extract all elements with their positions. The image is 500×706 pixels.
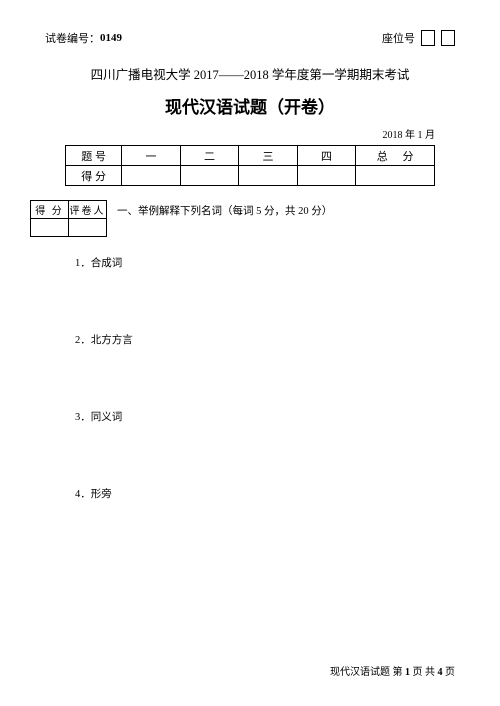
score-cell — [122, 166, 181, 186]
header-row: 试卷编号： 0149 座位号 — [45, 30, 455, 46]
score-cell — [297, 166, 356, 186]
score-cell — [239, 166, 298, 186]
question-3: 3．同义词 — [75, 409, 455, 424]
score-header-cell: 总 分 — [356, 146, 435, 166]
section-1-header: 得 分 评卷人 一、举例解释下列名词（每词 5 分，共 20 分） — [30, 200, 455, 237]
mini-cell — [31, 219, 69, 237]
paper-label: 试卷编号： — [45, 30, 100, 46]
score-header-cell: 题 号 — [66, 146, 122, 166]
seat-block: 座位号 — [382, 30, 455, 46]
grader-table: 得 分 评卷人 — [30, 200, 107, 237]
seat-box-1 — [421, 30, 435, 46]
paper-number-block: 试卷编号： 0149 — [45, 30, 122, 46]
section-1-title: 一、举例解释下列名词（每词 5 分，共 20 分） — [117, 200, 332, 218]
footer-suffix: 页 — [443, 667, 456, 678]
university-line: 四川广播电视大学 2017——2018 学年度第一学期期末考试 — [45, 64, 455, 83]
score-table: 题 号 一 二 三 四 总 分 得 分 — [65, 145, 435, 186]
question-1: 1．合成词 — [75, 255, 455, 270]
page-footer: 现代汉语试题 第 1 页 共 4 页 — [330, 663, 455, 678]
score-row-label: 得 分 — [66, 166, 122, 186]
seat-label: 座位号 — [382, 30, 415, 46]
score-cell — [356, 166, 435, 186]
footer-mid: 页 共 — [410, 667, 438, 678]
seat-box-2 — [441, 30, 455, 46]
paper-number: 0149 — [100, 32, 122, 44]
mini-header-grader: 评卷人 — [69, 201, 107, 219]
exam-title: 现代汉语试题（开卷） — [45, 93, 455, 118]
score-header-cell: 一 — [122, 146, 181, 166]
mini-cell — [69, 219, 107, 237]
footer-prefix: 现代汉语试题 第 — [330, 667, 405, 678]
score-header-cell: 四 — [297, 146, 356, 166]
question-2: 2．北方方言 — [75, 332, 455, 347]
question-4: 4．形旁 — [75, 486, 455, 501]
exam-date: 2018 年 1 月 — [45, 126, 455, 141]
mini-header-score: 得 分 — [31, 201, 69, 219]
score-header-cell: 二 — [180, 146, 239, 166]
score-cell — [180, 166, 239, 186]
score-header-cell: 三 — [239, 146, 298, 166]
